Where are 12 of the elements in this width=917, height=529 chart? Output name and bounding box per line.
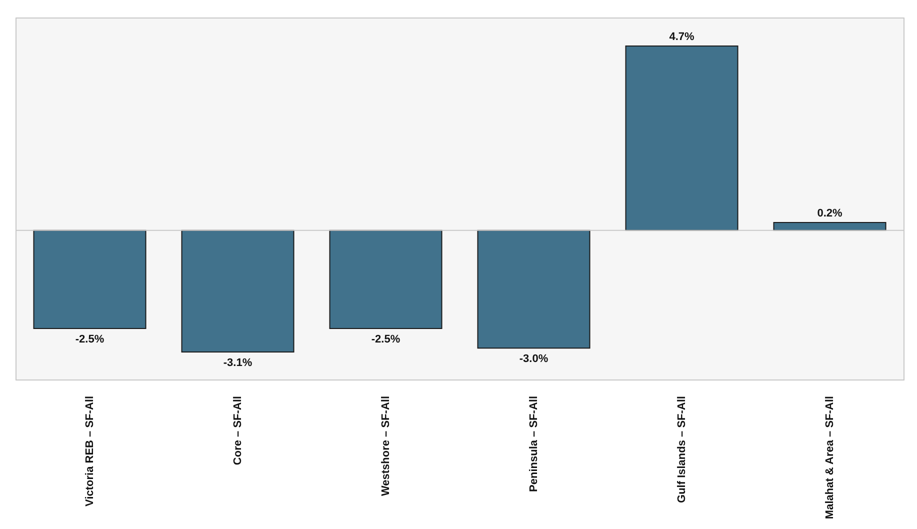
x-tick-label: Peninsula – SF-All xyxy=(528,396,540,492)
data-label: -3.0% xyxy=(519,353,548,366)
x-tick-label: Malahat & Area – SF-All xyxy=(824,396,836,520)
x-tick-label: Victoria REB – SF-All xyxy=(84,396,96,506)
x-tick-label: Gulf Islands – SF-All xyxy=(676,396,688,503)
data-label: 0.2% xyxy=(817,208,843,220)
data-label: -2.5% xyxy=(371,333,400,346)
data-label: -2.5% xyxy=(75,333,104,346)
data-label: 4.7% xyxy=(669,31,695,43)
x-tick-label: Core – SF-All xyxy=(232,396,244,466)
data-label: -3.1% xyxy=(223,357,252,369)
x-tick-label: Westshore – SF-All xyxy=(380,396,392,496)
